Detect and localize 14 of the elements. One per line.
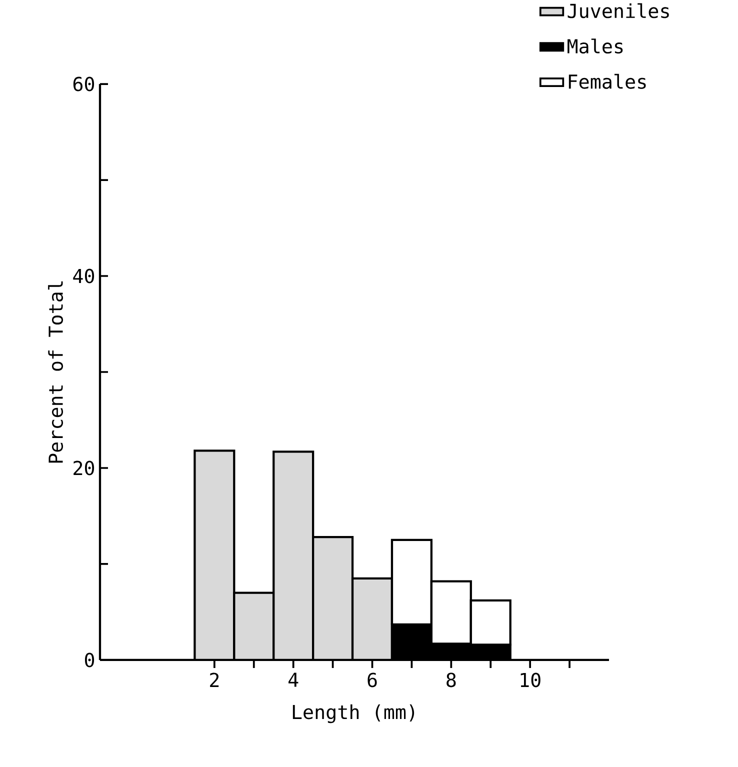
y-tick-label: 40 <box>73 268 94 284</box>
x-axis-title: Length (mm) <box>292 704 414 724</box>
x-tick-label: 10 <box>520 672 540 688</box>
y-tick-label: 0 <box>84 652 94 668</box>
legend-label: Females <box>568 74 646 89</box>
legend-label: Juveniles <box>568 3 669 18</box>
y-tick-label: 20 <box>74 460 94 476</box>
x-tick-label: 2 <box>210 672 219 687</box>
y-axis-title: Percent of Total <box>48 281 64 463</box>
x-tick-label: 8 <box>446 672 456 688</box>
x-tick-label: 4 <box>288 672 298 687</box>
x-tick-label: 6 <box>368 672 377 688</box>
legend-label: Males <box>568 38 623 54</box>
y-tick-label: 60 <box>73 76 94 92</box>
